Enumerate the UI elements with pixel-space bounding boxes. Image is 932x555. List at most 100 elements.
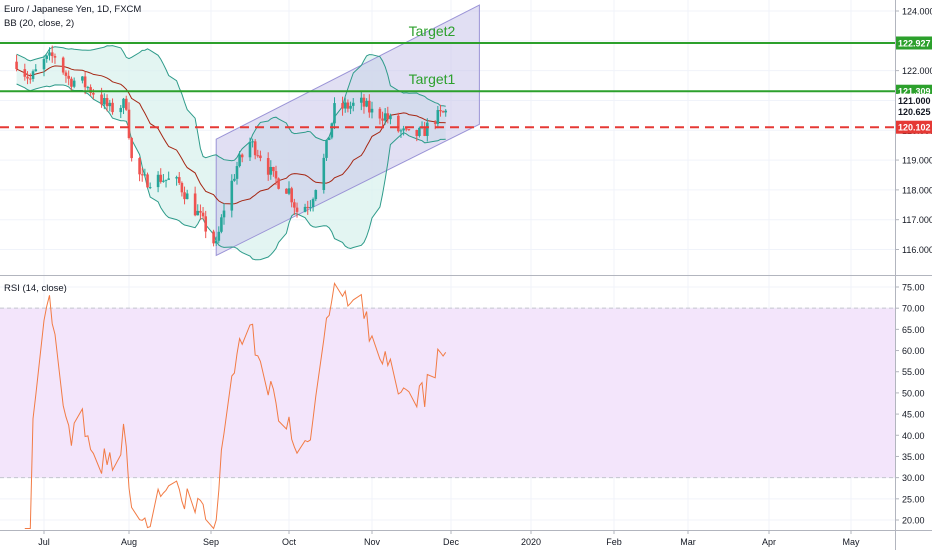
candle[interactable] [397, 112, 400, 133]
candle[interactable] [330, 122, 334, 140]
candle[interactable] [378, 107, 382, 125]
candle[interactable] [180, 181, 184, 197]
candle[interactable] [103, 93, 106, 110]
candle[interactable] [193, 186, 197, 217]
candle[interactable] [325, 139, 328, 161]
candle[interactable] [415, 129, 419, 142]
candle[interactable] [64, 70, 68, 83]
price-tag[interactable]: 120.625 [895, 105, 932, 119]
candle[interactable] [314, 189, 318, 202]
candle[interactable] [303, 203, 307, 213]
candle[interactable] [48, 47, 51, 61]
candle[interactable] [23, 63, 27, 81]
candle[interactable] [418, 126, 421, 138]
candle[interactable] [214, 236, 218, 246]
candle[interactable] [240, 153, 244, 163]
candle[interactable] [230, 174, 234, 218]
candle[interactable] [259, 150, 262, 162]
rsi-line[interactable] [24, 281, 447, 530]
candle[interactable] [238, 151, 241, 168]
price-tag[interactable]: 120.102 [895, 120, 932, 134]
candle[interactable] [164, 179, 168, 188]
candle[interactable] [381, 111, 384, 127]
candle[interactable] [293, 198, 296, 216]
price-panel[interactable]: Target2 Target1 [0, 4, 895, 261]
candle[interactable] [34, 64, 38, 72]
candle[interactable] [196, 204, 200, 216]
candle[interactable] [199, 204, 202, 221]
candle[interactable] [220, 214, 223, 234]
candle[interactable] [70, 76, 73, 91]
candle[interactable] [156, 171, 160, 193]
candle[interactable] [251, 138, 254, 148]
candle[interactable] [402, 125, 405, 136]
candle[interactable] [423, 121, 426, 137]
candle[interactable] [359, 91, 363, 111]
candle[interactable] [183, 186, 186, 205]
candle[interactable] [235, 161, 239, 185]
candle[interactable] [81, 76, 84, 84]
candle[interactable] [272, 166, 275, 177]
price-tag[interactable]: 122.927 [895, 36, 932, 50]
candle[interactable] [67, 70, 70, 86]
candle[interactable] [399, 128, 403, 138]
candle[interactable] [105, 94, 109, 112]
candle[interactable] [28, 73, 32, 84]
candle[interactable] [365, 98, 368, 108]
candle[interactable] [333, 97, 336, 130]
candle[interactable] [148, 182, 152, 190]
candle[interactable] [436, 105, 440, 129]
candle[interactable] [439, 104, 442, 117]
candle[interactable] [287, 181, 291, 196]
candle[interactable] [444, 108, 448, 117]
candle[interactable] [15, 54, 18, 72]
candle[interactable] [204, 210, 208, 239]
candle[interactable] [61, 56, 65, 75]
candle[interactable] [86, 85, 90, 91]
candle[interactable] [222, 203, 226, 225]
candle[interactable] [159, 168, 163, 184]
candle[interactable] [119, 105, 123, 119]
candle[interactable] [42, 55, 46, 77]
candle[interactable] [140, 167, 144, 182]
candle[interactable] [233, 174, 236, 182]
candle[interactable] [322, 153, 326, 194]
candle[interactable] [309, 200, 312, 212]
candle[interactable] [26, 71, 29, 85]
candle[interactable] [362, 94, 366, 114]
candle[interactable] [386, 106, 390, 124]
candle[interactable] [253, 139, 257, 160]
candle[interactable] [31, 69, 35, 82]
candle[interactable] [108, 99, 112, 112]
candle[interactable] [343, 97, 347, 113]
candle[interactable] [351, 98, 355, 112]
bollinger-lower-band[interactable] [16, 83, 446, 261]
parallel-channel[interactable] [215, 4, 480, 257]
candle[interactable] [45, 54, 49, 63]
candle[interactable] [124, 95, 128, 111]
price-tag[interactable]: 121.000 [895, 93, 932, 107]
candle[interactable] [285, 188, 288, 194]
candle[interactable] [53, 53, 57, 64]
rsi-panel[interactable] [0, 281, 895, 530]
candle[interactable] [295, 202, 299, 218]
candle[interactable] [177, 172, 181, 185]
candle[interactable] [277, 177, 280, 190]
candle[interactable] [389, 113, 392, 125]
candle[interactable] [111, 98, 114, 115]
candle[interactable] [441, 110, 445, 113]
candle[interactable] [185, 189, 189, 200]
bollinger-basis[interactable] [16, 65, 446, 205]
candle[interactable] [72, 77, 76, 89]
candle[interactable] [426, 118, 429, 142]
bb-legend-label[interactable]: BB (20, close, 2) [4, 18, 74, 29]
candle[interactable] [370, 101, 374, 119]
candle[interactable] [217, 226, 221, 244]
candle[interactable] [122, 97, 125, 115]
candle[interactable] [212, 229, 215, 247]
candle[interactable] [162, 174, 165, 183]
candle[interactable] [248, 137, 252, 162]
candle[interactable] [130, 136, 133, 162]
